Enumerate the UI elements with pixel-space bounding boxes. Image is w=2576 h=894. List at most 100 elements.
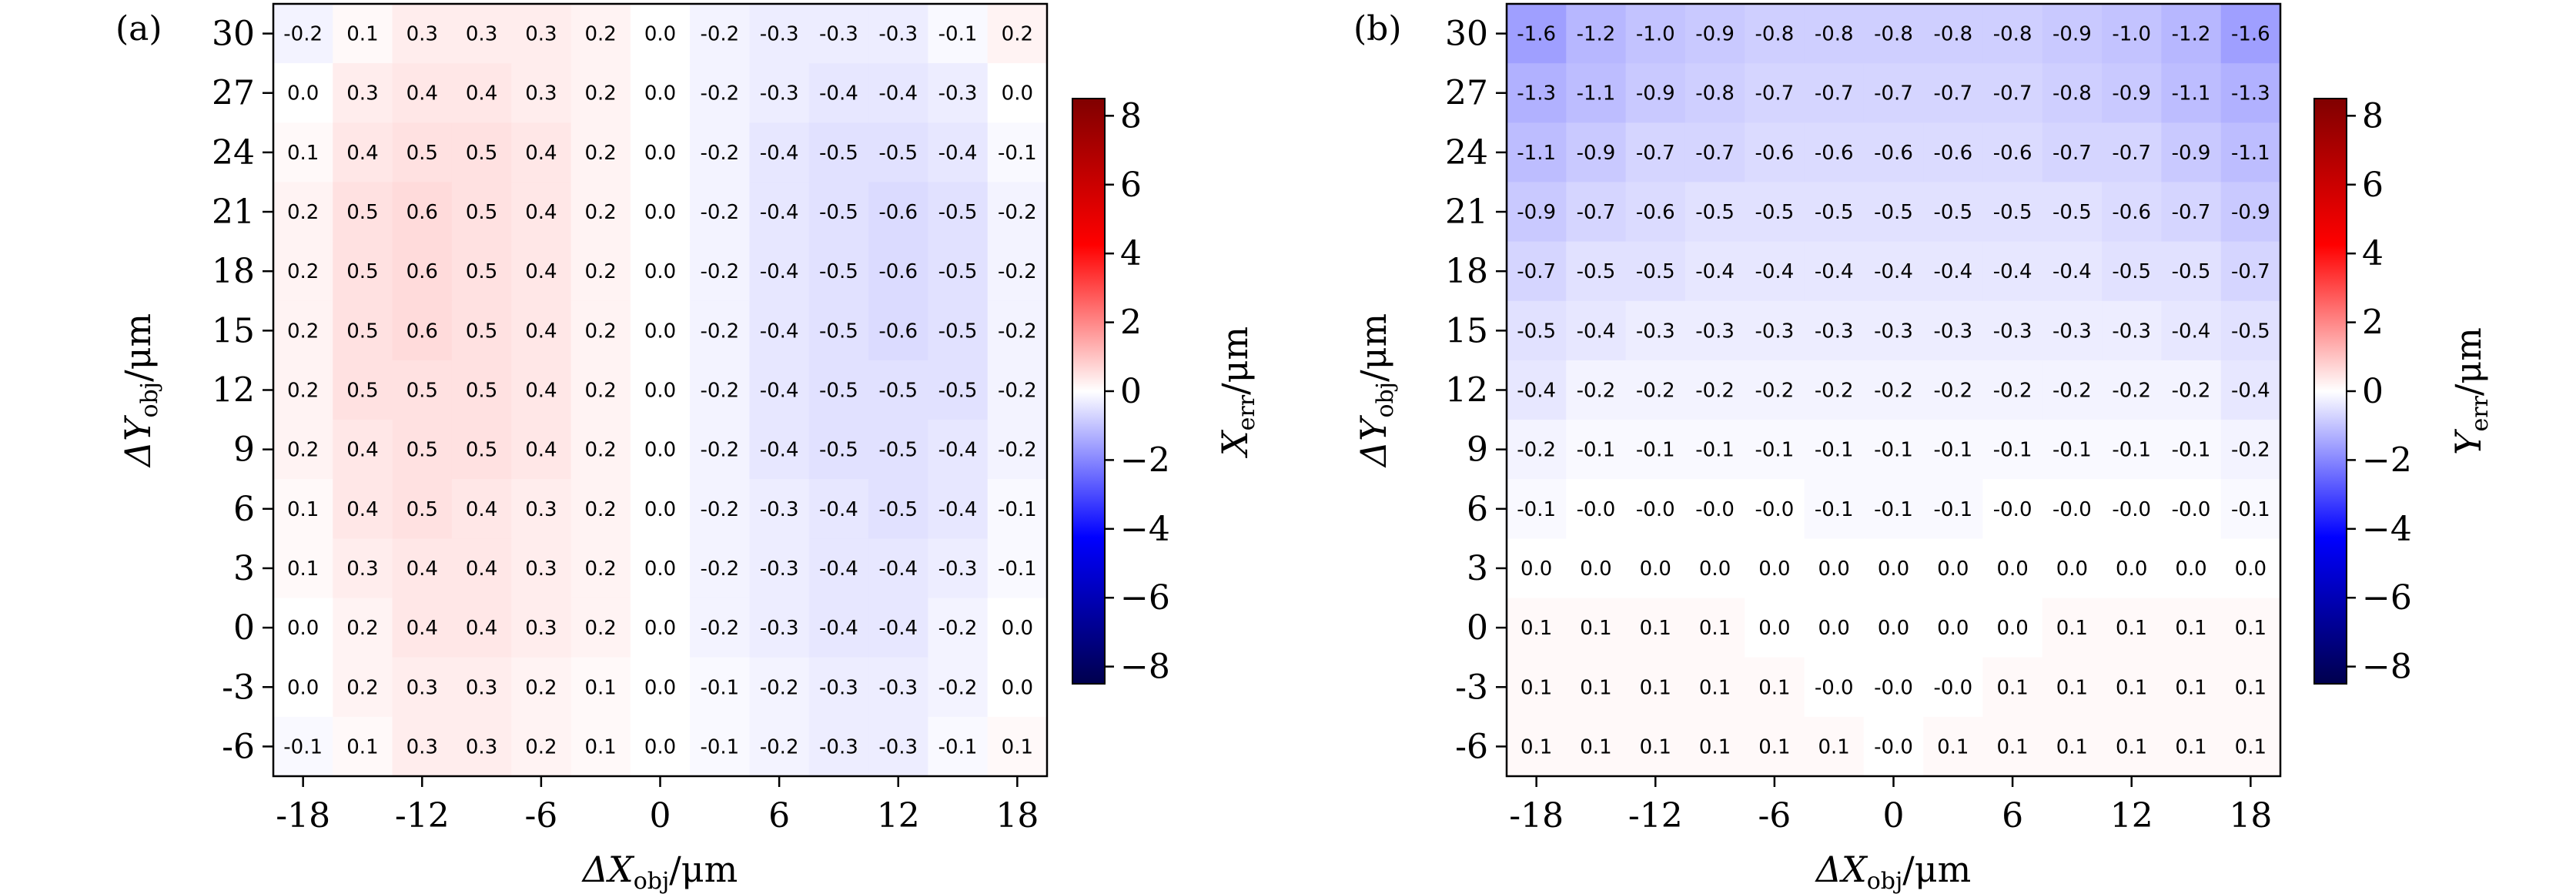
heatmap-cell	[1923, 716, 1984, 777]
cell-value-label: -0.0	[1577, 498, 1616, 521]
cell-value-label: 0.0	[1002, 82, 1033, 105]
heatmap-cell	[570, 420, 631, 480]
heatmap-cell	[1982, 538, 2043, 599]
heatmap-cell	[1804, 241, 1865, 302]
cell-value-label: -0.0	[1815, 676, 1854, 699]
cell-value-label: -1.1	[2172, 82, 2211, 105]
heatmap-cell	[333, 300, 393, 361]
heatmap-cell	[1684, 241, 1745, 302]
cell-value-label: -0.2	[998, 380, 1037, 403]
cell-value-label: 0.1	[585, 676, 617, 699]
cell-value-label: -0.1	[1577, 439, 1616, 462]
heatmap-cell	[1745, 657, 1805, 718]
heatmap-cell	[570, 538, 631, 599]
cell-value-label: -0.9	[2172, 142, 2211, 165]
heatmap-cell	[2102, 538, 2162, 599]
heatmap-cell	[987, 538, 1048, 599]
cell-value-label: -0.7	[2112, 142, 2151, 165]
heatmap-cell	[928, 716, 989, 777]
heatmap-cell	[392, 360, 453, 420]
cell-value-label: 0.2	[287, 260, 319, 283]
heatmap-cell	[987, 360, 1048, 420]
y-tick-label: 27	[1445, 74, 1488, 113]
cell-value-label: -0.7	[1933, 82, 1972, 105]
cell-value-label: 0.5	[466, 320, 497, 343]
cell-value-label: -0.2	[1755, 380, 1795, 403]
heatmap-cell	[630, 716, 691, 777]
cell-value-label: -0.7	[1577, 201, 1616, 224]
cell-value-label: 0.0	[644, 380, 676, 403]
heatmap-cell	[2161, 241, 2222, 302]
cell-value-label: -0.6	[1815, 142, 1854, 165]
heatmap-cell	[630, 300, 691, 361]
heatmap-cell	[2220, 63, 2281, 123]
cell-value-label: 0.4	[525, 439, 557, 462]
heatmap-cell	[1566, 598, 1627, 658]
heatmap-cell	[392, 420, 453, 480]
cell-value-label: 0.0	[1878, 557, 1909, 581]
heatmap-cell	[273, 63, 333, 123]
heatmap-cell	[2102, 241, 2162, 302]
cell-value-label: -0.1	[938, 23, 978, 46]
cell-value-label: -0.2	[2052, 380, 2092, 403]
heatmap-cell	[1684, 538, 1745, 599]
cell-value-label: -0.3	[2052, 320, 2092, 343]
heatmap-cell	[2220, 538, 2281, 599]
cell-value-label: 0.2	[585, 498, 617, 521]
cell-value-label: -0.3	[938, 557, 978, 581]
heatmap-cell	[333, 716, 393, 777]
cell-value-label: -0.5	[878, 380, 918, 403]
cell-value-label: -1.1	[1517, 142, 1556, 165]
cell-value-label: 0.4	[466, 498, 497, 521]
cell-value-label: -0.2	[700, 617, 739, 640]
cell-value-label: 0.0	[1758, 617, 1790, 640]
cell-value-label: -0.5	[2112, 260, 2151, 283]
cell-value-label: -0.4	[760, 380, 799, 403]
heatmap-cell	[2220, 241, 2281, 302]
cell-value-label: -0.2	[998, 260, 1037, 283]
panel-label: (a)	[115, 9, 162, 49]
cell-value-label: -0.2	[1517, 439, 1556, 462]
cell-value-label: 0.4	[466, 557, 497, 581]
cell-value-label: 0.5	[466, 260, 497, 283]
heatmap-cell	[1566, 63, 1627, 123]
x-tick-label: -18	[1509, 796, 1564, 835]
heatmap-cell	[2161, 122, 2222, 183]
heatmap-cell	[273, 598, 333, 658]
heatmap-cell	[273, 538, 333, 599]
cell-value-label: -0.1	[283, 735, 323, 758]
colorbar-tick-label: −8	[2362, 648, 2412, 687]
cell-value-label: 0.6	[406, 201, 438, 224]
heatmap-cell	[1863, 63, 1924, 123]
heatmap-cell	[1804, 182, 1865, 243]
heatmap-cell	[333, 538, 393, 599]
cell-value-label: 0.1	[2235, 676, 2267, 699]
cell-value-label: 0.1	[2175, 676, 2206, 699]
cell-value-label: 0.0	[1818, 617, 1850, 640]
heatmap-cell	[392, 300, 453, 361]
heatmap-cell	[928, 538, 989, 599]
cell-value-label: -0.6	[1993, 142, 2032, 165]
cell-value-label: 0.1	[1699, 735, 1731, 758]
heatmap-cell	[987, 598, 1048, 658]
heatmap-cell	[1863, 241, 1924, 302]
cell-value-label: 0.1	[2056, 735, 2088, 758]
cell-value-label: 0.5	[346, 320, 378, 343]
heatmap-cell	[273, 657, 333, 718]
heatmap-cell	[2102, 479, 2162, 539]
heatmap-cell	[451, 716, 512, 777]
heatmap-cell	[690, 182, 751, 243]
y-tick-label: 21	[212, 193, 255, 232]
heatmap-cell	[1625, 479, 1686, 539]
cell-value-label: -0.6	[2112, 201, 2151, 224]
cell-value-label: -0.4	[878, 557, 918, 581]
cell-value-label: 0.4	[346, 142, 378, 165]
heatmap-cell	[1745, 598, 1805, 658]
heatmap-cell	[1923, 598, 1984, 658]
heatmap-cell	[2042, 182, 2103, 243]
y-axis-label: ΔYobj/μm	[1353, 313, 1399, 468]
heatmap-cell	[690, 241, 751, 302]
heatmap-cell	[392, 716, 453, 777]
heatmap-cell	[690, 63, 751, 123]
heatmap-cell	[868, 598, 928, 658]
